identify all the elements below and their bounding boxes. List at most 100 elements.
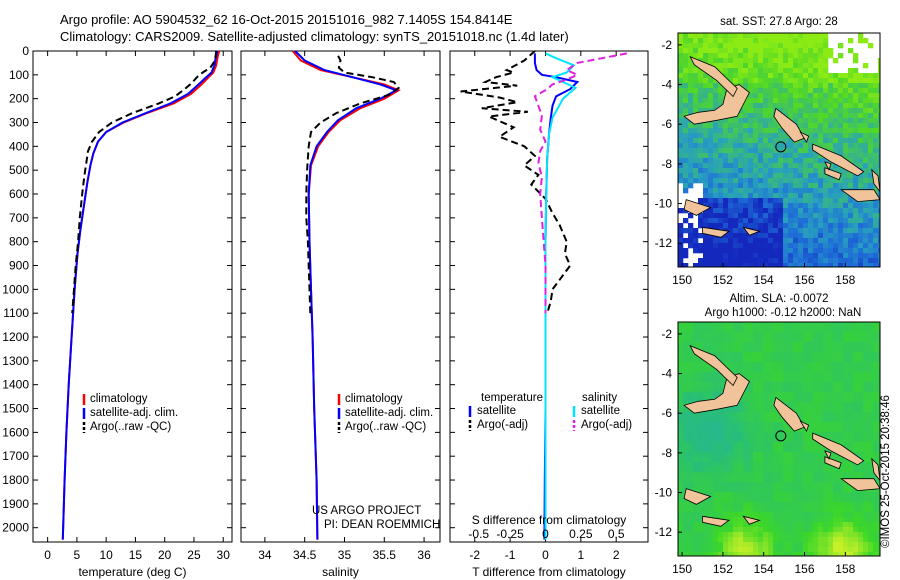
sst-map-cell <box>758 153 764 159</box>
sla-map-cell <box>808 342 814 348</box>
sla-map-cell <box>703 377 709 383</box>
sla-map-cell <box>798 437 804 443</box>
sst-map-cell <box>733 128 739 134</box>
sst-map-cell <box>783 43 789 49</box>
sst-map-cell <box>808 138 814 144</box>
sst-map-cell <box>808 178 814 184</box>
sst-map-cell <box>853 173 859 179</box>
sla-map-cell <box>853 322 859 328</box>
sla-map-cell <box>698 512 704 518</box>
sla-map-cell <box>783 552 789 557</box>
sla-map-cell <box>753 502 759 508</box>
sst-map-cell <box>708 178 714 184</box>
sst-map-cell <box>868 113 874 119</box>
sst-map-cell <box>768 128 774 134</box>
sst-map-cell <box>693 143 699 149</box>
sla-map-cell <box>743 497 749 503</box>
sst-map-cell <box>678 163 684 169</box>
sst-map-cell <box>833 243 839 249</box>
sst-map-cell <box>703 133 709 139</box>
sst-map-cell <box>743 73 749 79</box>
sla-map-cell <box>843 542 849 548</box>
sla-map-cell <box>798 502 804 508</box>
sst-map-cell <box>778 58 784 64</box>
sla-map-cell <box>793 372 799 378</box>
sst-map-cell <box>733 258 739 264</box>
sst-map-cell <box>713 213 719 219</box>
sst-map-cell <box>703 163 709 169</box>
sla-map-cell <box>853 432 859 438</box>
sla-map-cell <box>718 487 724 493</box>
sla-map-cell <box>813 342 819 348</box>
sst-map-cell <box>773 183 779 189</box>
depth-tick-label: 1700 <box>2 449 29 463</box>
sla-map-cell <box>738 417 744 423</box>
sst-map-cell <box>863 243 869 249</box>
sla-map-cell <box>748 542 754 548</box>
sla-map-cell <box>758 407 764 413</box>
sst-map-cell <box>878 253 881 259</box>
sla-map-cell <box>848 512 854 518</box>
sst-map-cell <box>823 113 829 119</box>
sla-map-cell <box>823 362 829 368</box>
sst-map-cell <box>773 163 779 169</box>
sst-map-cell <box>848 68 854 74</box>
sla-map-cell <box>878 537 881 543</box>
sla-map-cell <box>678 537 684 543</box>
sla-map-cell <box>833 422 839 428</box>
sst-map-cell <box>868 223 874 229</box>
sla-map-cell <box>798 512 804 518</box>
sla-map-cell <box>863 522 869 528</box>
sla-map-cell <box>798 407 804 413</box>
sst-map-title: sat. SST: 27.8 Argo: 28 <box>720 16 838 28</box>
sla-map-cell <box>863 452 869 458</box>
sst-map-cell <box>823 173 829 179</box>
sst-map-cell <box>838 138 844 144</box>
sst-map-cell <box>698 138 704 144</box>
sla-map-cell <box>818 347 824 353</box>
sla-map-cell <box>843 362 849 368</box>
sst-map-cell <box>873 228 879 234</box>
sst-map-cell <box>798 158 804 164</box>
sla-map-cell <box>703 397 709 403</box>
sla-map-cell <box>798 492 804 498</box>
sst-map-cell <box>863 178 869 184</box>
sla-map-cell <box>733 497 739 503</box>
sla-map-cell <box>808 487 814 493</box>
sst-map-cell <box>778 103 784 109</box>
sst-map-cell <box>838 228 844 234</box>
sst-map-cell <box>853 103 859 109</box>
sla-map-cell <box>848 447 854 453</box>
sla-map-cell <box>718 462 724 468</box>
sst-map-cell <box>868 103 874 109</box>
sst-map-cell <box>758 248 764 254</box>
sla-map-cell <box>758 527 764 533</box>
sst-map-cell <box>783 158 789 164</box>
sst-map-cell <box>878 83 881 89</box>
sst-map-cell <box>773 243 779 249</box>
sst-map-cell <box>828 183 834 189</box>
sla-map-cell <box>743 332 749 338</box>
sla-map-cell <box>758 517 764 523</box>
sst-map-cell <box>703 253 709 259</box>
sla-map-cell <box>713 437 719 443</box>
sst-map-xtick-label: 150 <box>672 273 692 287</box>
sla-map-cell <box>768 427 774 433</box>
sla-map-cell <box>803 432 809 438</box>
sla-map-cell <box>758 467 764 473</box>
sla-map-cell <box>878 382 881 388</box>
sla-map-cell <box>768 397 774 403</box>
sst-map-frame <box>677 32 881 268</box>
sla-map-cell <box>858 367 864 373</box>
sla-map-cell <box>768 492 774 498</box>
sst-map-cell <box>868 98 874 104</box>
sla-map-cell <box>773 387 779 393</box>
sst-map-cell <box>823 103 829 109</box>
sst-map-cell <box>728 208 734 214</box>
sst-map-cell <box>718 253 724 259</box>
depth-tick-label: 100 <box>9 68 29 82</box>
sst-map-cell <box>803 123 809 129</box>
sla-map-cell <box>838 487 844 493</box>
sla-map-cell <box>868 327 874 333</box>
sla-map-cell <box>803 502 809 508</box>
